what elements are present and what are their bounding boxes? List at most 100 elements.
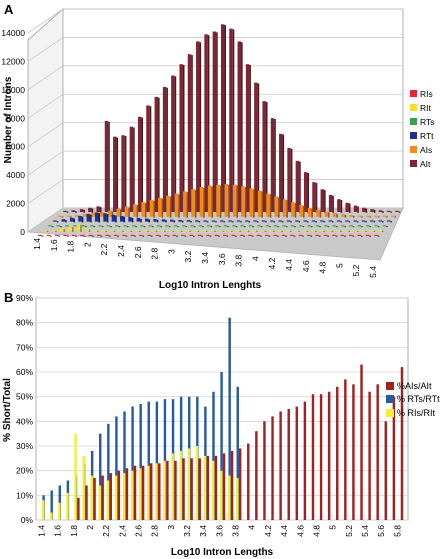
bar-AIt-a — [303, 172, 308, 212]
bar-RTs-a — [232, 225, 236, 227]
bar-side-RTs-a — [177, 226, 179, 228]
bar-RTs-a — [190, 225, 194, 227]
y-tick-label-b: 80% — [16, 318, 33, 328]
bar-% RIs/RIt-b — [211, 460, 215, 520]
gridline-a-side — [27, 37, 64, 62]
x-tick-label-b: 4 — [247, 525, 257, 530]
bar-RIt-a — [311, 230, 315, 232]
bar-%AIs/AIt-b — [85, 485, 88, 520]
bar-% RIs/RIt-b — [219, 470, 223, 520]
bar-RTt-a — [378, 220, 383, 222]
bar-RIs-a — [365, 234, 370, 236]
bar-RIs-a — [71, 234, 76, 236]
bar-side-RIt-a — [348, 230, 351, 232]
bar-RIt-a — [319, 230, 324, 232]
legend-swatch-b — [386, 382, 394, 390]
bar-RTs-a — [123, 225, 127, 227]
bar-AIs-a — [341, 214, 345, 217]
bar-side-AIt-a — [241, 42, 243, 213]
bar-RIt-a — [60, 228, 64, 232]
bar-RTt-a — [161, 219, 166, 222]
bar-RTt-a — [345, 220, 349, 222]
bar-RIs-a — [357, 234, 361, 236]
gridline-a-side — [27, 93, 64, 119]
bar-side-RIs-a — [50, 235, 52, 237]
bar-side-RTs-a — [302, 226, 305, 228]
bar-AIt-a — [129, 126, 134, 212]
x-tick-label-b: 4.6 — [295, 525, 305, 537]
bar-side-RIt-a — [80, 224, 82, 232]
bar-side-RIt-a — [55, 230, 57, 232]
bar-side-RIs-a — [369, 235, 371, 237]
bar-side-RTs-a — [327, 226, 330, 228]
bar-side-RIs-a — [251, 235, 254, 237]
bar-side-RTt-a — [181, 220, 184, 223]
bar-side-RTt-a — [115, 215, 117, 223]
bar-% RTs/RTt-b — [50, 490, 53, 520]
bar-RTs-a — [148, 225, 153, 227]
bar-side-RIt-a — [205, 230, 208, 232]
y-axis-label-a: Number of Introns — [3, 76, 14, 163]
bar-side-AIs-a — [269, 194, 272, 218]
bar-% RTs/RTt-b — [131, 406, 134, 520]
bar-side-RTs-a — [386, 226, 388, 228]
bar-% RIs/RIt-b — [58, 502, 61, 520]
bar-side-RIs-a — [344, 235, 346, 237]
bar-RTt-a — [236, 220, 241, 222]
bar-side-RTs-a — [260, 226, 263, 228]
bar-RTt-a — [278, 220, 282, 222]
bar-side-RTt-a — [198, 221, 201, 223]
bar-RIs-a — [239, 234, 244, 236]
bar-RIs-a — [97, 234, 101, 236]
bar-RIt-a — [227, 230, 232, 232]
bar-RTt-a — [320, 220, 324, 222]
bar-RTt-a — [195, 220, 199, 222]
bar-RIt-a — [85, 228, 89, 232]
x-tick-label-b: 3.4 — [198, 525, 208, 537]
y-tick-label-a: 12000 — [1, 56, 25, 66]
bar-side-RTt-a — [331, 221, 334, 223]
bar-side-RTt-a — [90, 214, 92, 223]
y-tick-label-b: 40% — [16, 416, 33, 426]
bar-AIt-a — [220, 24, 225, 212]
bar-RTs-a — [140, 225, 144, 227]
bar-side-RIt-a — [155, 230, 158, 232]
bar-RTs-a — [106, 225, 111, 227]
bar-side-AIt-a — [332, 195, 334, 213]
y-tick-label-b: 60% — [16, 367, 33, 377]
bar-side-AIt-a — [348, 203, 351, 213]
bar-side-AIs-a — [286, 200, 288, 218]
y-tick-label-a: 0 — [20, 227, 25, 237]
legend-swatch-b — [386, 409, 394, 417]
bar-RTs-a — [282, 225, 286, 227]
bar-RTs-a — [290, 225, 295, 227]
bar-RTt-a — [286, 220, 291, 222]
bar-side-AIt-a — [124, 136, 127, 213]
bar-%AIs/AIt-b — [295, 406, 299, 520]
bar-AIt-a — [320, 189, 325, 212]
bar-AIt-a — [353, 205, 358, 212]
bar-AIt-a — [96, 206, 100, 212]
bar-RTs-a — [273, 225, 278, 227]
x-tick-label-a: 2.6 — [133, 246, 143, 258]
bar-AIs-a — [366, 215, 370, 217]
bar-RTt-a — [353, 220, 357, 222]
bar-% RIs/RIt-b — [50, 512, 53, 520]
bar-AIs-a — [291, 202, 295, 217]
bar-RIt-a — [118, 230, 123, 232]
bar-AIt-a — [378, 210, 383, 212]
bar-side-RTs-a — [269, 226, 271, 228]
bar-side-AIs-a — [228, 184, 230, 218]
bar-RTt-a — [253, 220, 257, 222]
bar-side-RTt-a — [123, 216, 126, 223]
bar-side-RTt-a — [140, 218, 142, 223]
bar-RIt-a — [235, 230, 240, 232]
bar-RIt-a — [51, 230, 56, 232]
x-tick-label-b: 3.6 — [214, 525, 224, 537]
bar-side-RTs-a — [126, 226, 129, 228]
bar-RIs-a — [265, 234, 269, 236]
bar-side-RIs-a — [209, 235, 212, 237]
bar-RTt-a — [61, 219, 66, 222]
bar-AIs-a — [183, 191, 187, 217]
bar-side-AIs-a — [203, 187, 205, 218]
